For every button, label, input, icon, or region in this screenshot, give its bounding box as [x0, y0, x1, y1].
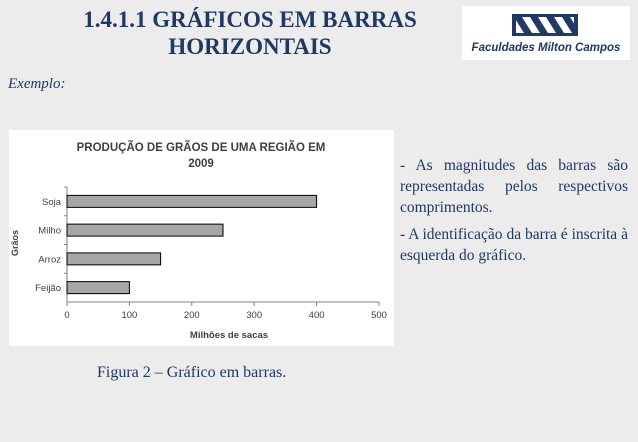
- x-tick-label: 500: [371, 310, 387, 321]
- category-label: Milho: [38, 226, 61, 237]
- x-tick-label: 300: [246, 310, 262, 321]
- x-axis-label: Milhões de sacas: [190, 330, 268, 341]
- bar-soja: [66, 194, 318, 208]
- logo-emblem-icon: [512, 14, 578, 36]
- example-label: Exemplo:: [8, 76, 66, 92]
- slide-title-line2: HORIZONTAIS: [168, 34, 332, 59]
- category-label: Feijão: [35, 283, 61, 294]
- institution-logo: Faculdades Milton Campos: [462, 6, 630, 60]
- x-tick-label: 0: [64, 310, 69, 321]
- logo-text: Faculdades Milton Campos: [471, 42, 621, 54]
- slide-title: 1.4.1.1 GRÁFICOS EM BARRAS HORIZONTAIS: [0, 6, 500, 60]
- figure-caption: Figura 2 – Gráfico em barras.: [97, 364, 287, 381]
- bar-feijão: [66, 281, 130, 295]
- slide-title-line1: 1.4.1.1 GRÁFICOS EM BARRAS: [83, 7, 417, 32]
- explanation-text: - As magnitudes das barras são represent…: [400, 155, 628, 272]
- bar-chart: PRODUÇÃO DE GRÃOS DE UMA REGIÃO EM 2009 …: [9, 130, 394, 346]
- x-tick-label: 200: [184, 310, 200, 321]
- bar-arroz: [66, 252, 162, 266]
- bullet-identification: - A identificação da barra é inscrita à …: [400, 226, 628, 264]
- chart-title-line1: PRODUÇÃO DE GRÃOS DE UMA REGIÃO EM: [77, 141, 326, 154]
- bars-group: [66, 194, 318, 295]
- x-tick-label: 100: [121, 310, 137, 321]
- x-tick-label: 400: [309, 310, 325, 321]
- x-tick-labels: 0 100 200 300 400 500: [64, 302, 387, 321]
- category-labels: Soja Milho Arroz Feijão: [35, 186, 67, 294]
- bar-milho: [66, 223, 224, 237]
- bullet-magnitudes: - As magnitudes das barras são represent…: [400, 157, 628, 216]
- category-label: Soja: [42, 197, 62, 208]
- bar-chart-svg: PRODUÇÃO DE GRÃOS DE UMA REGIÃO EM 2009 …: [10, 141, 387, 341]
- category-label: Arroz: [38, 254, 61, 265]
- chart-title-line2: 2009: [188, 158, 214, 170]
- y-axis-label: Grãos: [10, 230, 20, 256]
